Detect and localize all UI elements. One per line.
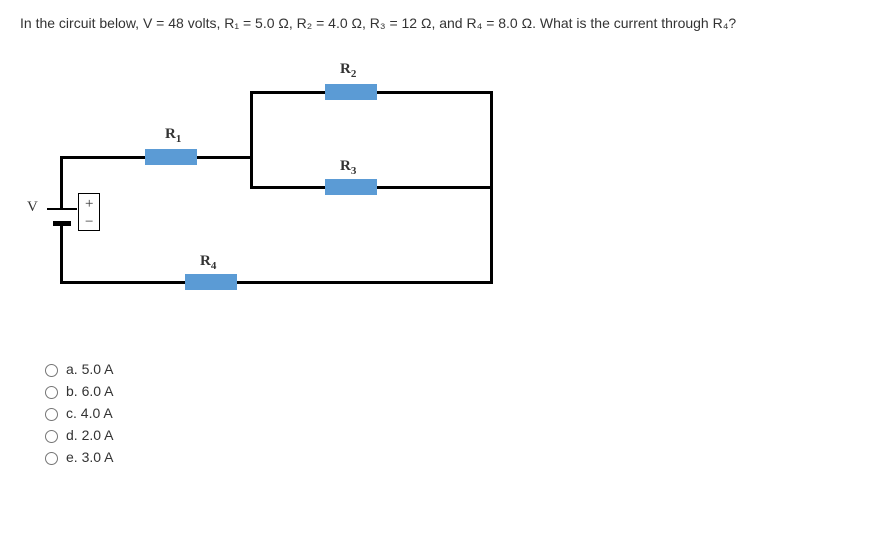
answer-choices: a. 5.0 A b. 6.0 A c. 4.0 A d. 2.0 A e. 3… — [40, 361, 856, 465]
battery-positive-plate — [47, 208, 77, 210]
label-r3: R3 — [340, 158, 356, 177]
answer-a-label: a. 5.0 A — [66, 361, 113, 377]
question-text: In the circuit below, V = 48 volts, R₁ =… — [20, 15, 856, 31]
resistor-r4 — [185, 274, 237, 290]
answer-c[interactable]: c. 4.0 A — [40, 405, 856, 421]
radio-a[interactable] — [45, 364, 58, 377]
radio-e[interactable] — [45, 452, 58, 465]
answer-e[interactable]: e. 3.0 A — [40, 449, 856, 465]
resistor-r3 — [325, 179, 377, 195]
radio-d[interactable] — [45, 430, 58, 443]
radio-c[interactable] — [45, 408, 58, 421]
answer-e-label: e. 3.0 A — [66, 449, 113, 465]
answer-d[interactable]: d. 2.0 A — [40, 427, 856, 443]
label-r1: R1 — [165, 126, 181, 145]
label-r4: R4 — [200, 253, 216, 272]
answer-b[interactable]: b. 6.0 A — [40, 383, 856, 399]
resistor-r1 — [145, 149, 197, 165]
battery-negative-plate — [53, 221, 71, 226]
label-v: V — [27, 199, 38, 216]
label-r2: R2 — [340, 61, 356, 80]
radio-b[interactable] — [45, 386, 58, 399]
answer-d-label: d. 2.0 A — [66, 427, 113, 443]
answer-a[interactable]: a. 5.0 A — [40, 361, 856, 377]
resistor-r2 — [325, 84, 377, 100]
answer-c-label: c. 4.0 A — [66, 405, 113, 421]
answer-b-label: b. 6.0 A — [66, 383, 113, 399]
circuit-diagram: R1 R2 R3 R4 V + − — [30, 61, 530, 321]
